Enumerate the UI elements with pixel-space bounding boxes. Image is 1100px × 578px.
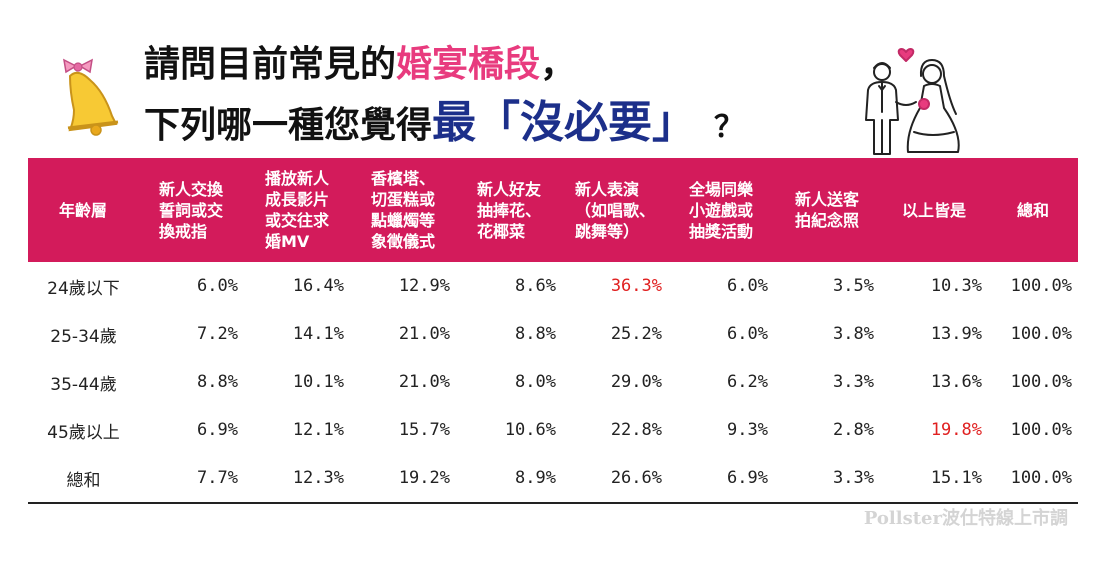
title-line1-suffix: ， [540,44,577,85]
column-header: 新人表演 （如唱歌、 跳舞等） [562,158,668,262]
table-cell: 8.0% [515,372,556,392]
table-cell: 21.0% [398,372,450,392]
table-row: 25-34歲 7.2% 14.1% 21.0% 8.8% 25.2% 6.0% … [28,310,1078,358]
row-label: 總和 [28,454,138,504]
table-cell-highlighted: 19.8% [930,420,982,440]
table-cell: 8.8% [197,372,238,392]
table-cell: 100.0% [1010,420,1072,440]
column-header: 全場同樂 小遊戲或 抽獎活動 [668,158,774,262]
table-cell: 100.0% [988,454,1078,504]
table-cell: 10.3% [930,276,982,296]
table-cell: 6.9% [197,420,238,440]
table-cell: 9.3% [727,420,768,440]
table-cell: 15.1% [880,454,988,504]
column-header-label: 新人表演 （如唱歌、 跳舞等） [574,179,655,241]
table-row: 24歲以下 6.0% 16.4% 12.9% 8.6% 36.3% 6.0% 3… [28,262,1078,310]
title-line1-highlight: 婚宴橋段 [396,44,541,85]
table-cell: 8.8% [515,324,556,344]
table-cell: 6.0% [197,276,238,296]
table-cell: 12.3% [244,454,350,504]
table-cell: 12.9% [398,276,450,296]
table-cell: 3.3% [833,372,874,392]
table-cell: 6.0% [727,276,768,296]
table-cell: 25.2% [610,324,662,344]
table-cell: 8.9% [456,454,562,504]
column-header-label: 以上皆是 [901,200,966,220]
table-cell: 6.0% [727,324,768,344]
column-header-label: 年齡層 [58,200,107,220]
column-header-label: 香檳塔、 切蛋糕或 點蠟燭等 象徵儀式 [370,169,435,251]
table-header-row: 年齡層 新人交換 誓詞或交 換戒指 播放新人 成長影片 或交往求 婚MV 香檳塔… [28,158,1078,262]
title-line2-highlight: 最「沒必要」 [432,97,697,148]
table-cell: 10.1% [292,372,344,392]
column-header: 播放新人 成長影片 或交往求 婚MV [244,158,350,262]
chart-title: 請問目前常見的婚宴橋段， 下列哪一種您覺得最「沒必要」 ？ [144,40,744,152]
table-cell: 100.0% [1010,324,1072,344]
column-header: 新人交換 誓詞或交 換戒指 [138,158,244,262]
title-line2-prefix: 下列哪一種您覺得 [144,105,433,146]
table-cell: 3.8% [833,324,874,344]
wedding-couple-icon [865,48,960,155]
column-header: 總和 [988,158,1078,262]
column-header-label: 全場同樂 小遊戲或 抽獎活動 [688,179,753,241]
data-table: 年齡層 新人交換 誓詞或交 換戒指 播放新人 成長影片 或交往求 婚MV 香檳塔… [28,158,1078,504]
table-cell: 29.0% [610,372,662,392]
table-row: 45歲以上 6.9% 12.1% 15.7% 10.6% 22.8% 9.3% … [28,406,1078,454]
row-label: 24歲以下 [47,278,120,299]
table-cell: 8.6% [515,276,556,296]
table-cell: 7.7% [138,454,244,504]
table-cell: 3.3% [774,454,880,504]
table-cell: 26.6% [562,454,668,504]
table-cell: 19.2% [350,454,456,504]
table-cell: 100.0% [1010,372,1072,392]
column-header-label: 總和 [1016,200,1049,220]
title-line2-suffix: ？ [714,110,745,145]
row-label: 35-44歲 [50,374,117,395]
column-header: 年齡層 [28,158,138,262]
table-cell: 13.6% [930,372,982,392]
column-header-label: 新人交換 誓詞或交 換戒指 [158,179,223,241]
table-cell: 10.6% [504,420,556,440]
table-cell: 6.2% [727,372,768,392]
table-cell: 12.1% [292,420,344,440]
table-cell: 15.7% [398,420,450,440]
column-header-label: 新人好友 抽捧花、 花椰菜 [476,179,541,241]
table-cell: 3.5% [833,276,874,296]
column-header: 新人送客 拍紀念照 [774,158,880,262]
table-cell: 22.8% [610,420,662,440]
column-header-label: 播放新人 成長影片 或交往求 婚MV [264,169,329,251]
table-cell: 6.9% [668,454,774,504]
row-label: 25-34歲 [50,326,117,347]
column-header: 香檳塔、 切蛋糕或 點蠟燭等 象徵儀式 [350,158,456,262]
table-cell: 7.2% [197,324,238,344]
table-cell: 16.4% [292,276,344,296]
column-header: 新人好友 抽捧花、 花椰菜 [456,158,562,262]
table-cell: 2.8% [833,420,874,440]
table-cell: 100.0% [1010,276,1072,296]
table-cell: 21.0% [398,324,450,344]
source-watermark: Pollster波仕特線上市調 [863,508,1068,529]
bell-icon [63,58,119,136]
column-header: 以上皆是 [880,158,988,262]
title-line1-prefix: 請問目前常見的 [144,44,397,85]
table-row: 35-44歲 8.8% 10.1% 21.0% 8.0% 29.0% 6.2% … [28,358,1078,406]
table-cell: 14.1% [292,324,344,344]
table-row-total: 總和 7.7% 12.3% 19.2% 8.9% 26.6% 6.9% 3.3%… [28,454,1078,504]
row-label: 45歲以上 [47,422,120,443]
table-cell-highlighted: 36.3% [610,276,662,296]
table-cell: 13.9% [930,324,982,344]
column-header-label: 新人送客 拍紀念照 [794,190,859,230]
